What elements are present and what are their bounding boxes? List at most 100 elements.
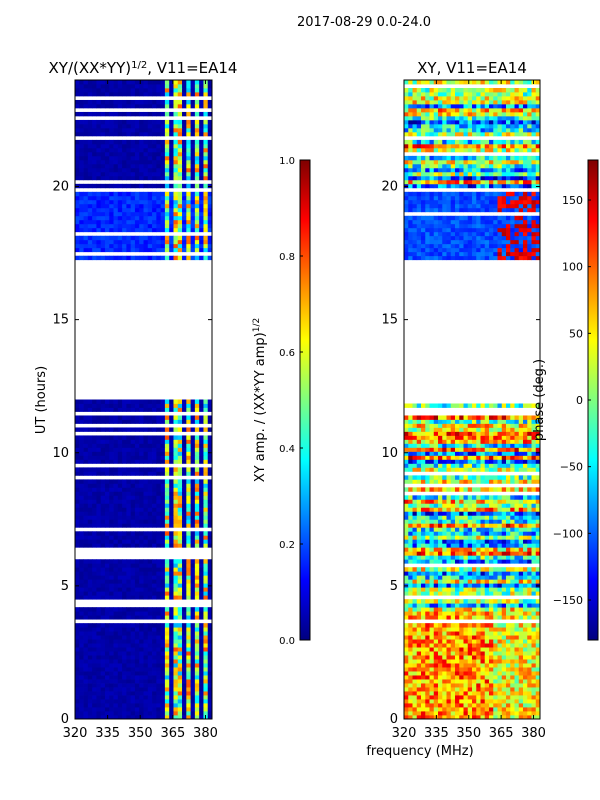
heatmap-cell — [147, 703, 153, 708]
heatmap-cell — [164, 83, 170, 89]
heatmap-cell — [164, 607, 170, 612]
heatmap-cell — [83, 655, 89, 660]
heatmap-cell — [199, 687, 204, 692]
heatmap-cell — [156, 207, 162, 213]
heatmap-cell — [186, 255, 191, 261]
heatmap-cell — [156, 171, 162, 177]
heatmap-cell — [455, 663, 460, 668]
heatmap-cell — [429, 627, 435, 632]
heatmap-cell — [139, 519, 144, 524]
heatmap-cell — [143, 523, 149, 528]
heatmap-cell — [117, 211, 123, 217]
heatmap-cell — [535, 675, 541, 680]
heatmap-cell — [134, 167, 140, 173]
heatmap-cell — [203, 567, 209, 572]
heatmap-cell — [83, 247, 89, 253]
heatmap-cell — [442, 683, 447, 688]
heatmap-cell — [126, 447, 132, 452]
heatmap-cell — [122, 499, 127, 504]
heatmap-cell — [450, 587, 456, 592]
heatmap-cell — [83, 691, 89, 696]
heatmap-cell — [87, 87, 93, 93]
heatmap-cell — [117, 699, 123, 704]
heatmap-cell — [501, 623, 507, 628]
heatmap-cell — [467, 547, 473, 552]
heatmap-cell — [147, 563, 153, 568]
heatmap-cell — [425, 679, 430, 684]
heatmap-cell — [203, 511, 209, 516]
heatmap-cell — [156, 631, 162, 636]
heatmap-cell — [438, 603, 443, 608]
heatmap-cell — [169, 679, 174, 684]
heatmap-cell — [510, 571, 515, 576]
heatmap-cell — [472, 559, 477, 564]
heatmap-cell — [194, 247, 200, 253]
heatmap-cell — [472, 579, 477, 584]
heatmap-cell — [134, 471, 140, 476]
heatmap-cell — [109, 459, 114, 464]
heatmap-cell — [480, 643, 486, 648]
heatmap-cell — [177, 419, 183, 424]
heatmap-cell — [408, 611, 413, 616]
heatmap-cell — [194, 595, 200, 600]
heatmap-cell — [463, 703, 469, 708]
heatmap-cell — [463, 663, 469, 668]
heatmap-cell — [92, 119, 97, 125]
heatmap-cell — [152, 703, 157, 708]
heatmap-cell — [506, 519, 511, 524]
heatmap-cell — [177, 559, 183, 564]
heatmap-cell — [535, 611, 541, 616]
heatmap-cell — [186, 235, 191, 241]
heatmap-cell — [92, 503, 97, 508]
heatmap-cell — [194, 91, 200, 97]
heatmap-cell — [169, 595, 174, 600]
heatmap-cell — [442, 507, 447, 512]
heatmap-cell — [139, 703, 144, 708]
heatmap-cell — [87, 655, 93, 660]
heatmap-cell — [518, 675, 524, 680]
heatmap-cell — [139, 583, 144, 588]
heatmap-cell — [143, 687, 149, 692]
heatmap-cell — [164, 87, 170, 93]
heatmap-cell — [472, 695, 477, 700]
heatmap-cell — [109, 131, 114, 137]
heatmap-cell — [506, 691, 511, 696]
heatmap-cell — [497, 591, 503, 596]
heatmap-cell — [514, 675, 520, 680]
heatmap-cell — [186, 471, 191, 476]
heatmap-cell — [429, 527, 435, 532]
heatmap-cell — [109, 559, 114, 564]
heatmap-cell — [96, 659, 102, 664]
heatmap-cell — [122, 679, 127, 684]
heatmap-cell — [493, 615, 498, 620]
heatmap-cell — [194, 511, 200, 516]
heatmap-cell — [122, 87, 127, 93]
heatmap-cell — [190, 543, 196, 548]
heatmap-cell — [160, 607, 166, 612]
heatmap-cell — [199, 455, 204, 460]
heatmap-cell — [425, 583, 430, 588]
heatmap-cell — [412, 575, 418, 580]
colorbar-tick-label: 1.0 — [279, 156, 295, 167]
heatmap-cell — [83, 163, 89, 169]
heatmap-cell — [463, 515, 469, 520]
heatmap-cell — [207, 595, 213, 600]
heatmap-cell — [75, 519, 80, 524]
heatmap-cell — [177, 427, 183, 432]
heatmap-cell — [199, 99, 204, 105]
heatmap-cell — [194, 687, 200, 692]
heatmap-cell — [96, 147, 102, 153]
heatmap-cell — [207, 579, 213, 584]
heatmap-cell — [100, 91, 106, 97]
heatmap-cell — [164, 215, 170, 221]
heatmap-cell — [87, 403, 93, 408]
heatmap-cell — [117, 87, 123, 93]
heatmap-cell — [412, 615, 418, 620]
heatmap-cell — [113, 543, 119, 548]
heatmap-cell — [484, 591, 490, 596]
heatmap-cell — [501, 511, 507, 516]
heatmap-cell — [493, 519, 498, 524]
heatmap-cell — [139, 495, 144, 500]
heatmap-cell — [450, 551, 456, 556]
heatmap-cell — [429, 583, 435, 588]
